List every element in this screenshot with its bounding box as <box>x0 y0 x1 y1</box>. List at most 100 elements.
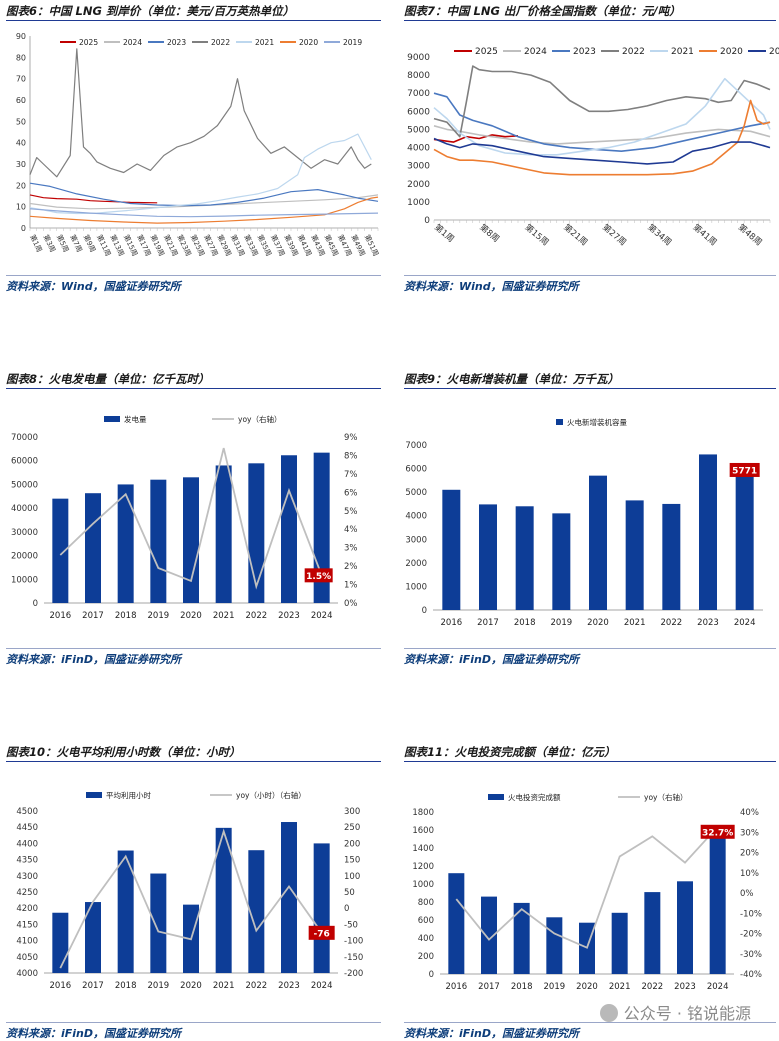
c10-bar <box>281 822 297 973</box>
c8-xtick-label: 2021 <box>213 611 235 621</box>
chart9-title-rule <box>404 388 776 389</box>
c7-series-2024 <box>433 125 771 145</box>
c9-xtick-label: 2020 <box>587 618 609 628</box>
c8-legend-bar-label: 发电量 <box>124 414 147 424</box>
c11-xtick-label: 2017 <box>478 982 500 992</box>
c10-bar <box>117 850 134 973</box>
c8-xtick-label: 2017 <box>82 611 104 621</box>
c6-series-2019 <box>29 208 379 218</box>
chart6-bottom-rule <box>6 275 381 276</box>
c8-y2tick: 0% <box>344 599 358 609</box>
c8-bar <box>215 465 232 603</box>
c9-ytick: 4000 <box>405 512 427 522</box>
c10-bar <box>85 902 101 973</box>
c8-ytick: 10000 <box>11 575 38 585</box>
chart10-title-rule <box>6 761 381 762</box>
c10-y2tick: 150 <box>344 856 360 866</box>
c9-bar <box>699 454 717 610</box>
c9-callout-box <box>729 462 760 477</box>
c9-legend-bar-swatch <box>556 419 563 425</box>
c11-y2tick: -40% <box>740 970 762 980</box>
c6-ytick: 40 <box>16 139 26 148</box>
c6-series-2025 <box>29 194 158 204</box>
chart6-lng-landed-price: 0102030405060708090第1周第3周第5周第7周第9周第11周第1… <box>16 32 381 258</box>
c11-ytick: 1800 <box>412 808 434 818</box>
c10-callout-label: -76 <box>314 929 330 939</box>
c8-y2tick: 3% <box>344 544 358 554</box>
c7-ytick: 8000 <box>407 71 430 81</box>
c8-y2tick: 8% <box>344 451 358 461</box>
c8-ytick: 0 <box>33 599 38 609</box>
chart11-title: 图表11：火电投资完成额（单位：亿元） <box>404 745 616 759</box>
chart7-title: 图表7：中国 LNG 出厂价格全国指数（单位：元/吨） <box>404 4 681 18</box>
c6-ytick: 20 <box>16 181 26 190</box>
c7-legend-label-2019: 2019 <box>769 47 779 57</box>
c11-xtick-label: 2016 <box>446 982 468 992</box>
c11-bar <box>546 917 563 974</box>
c7-series-2021 <box>433 77 771 156</box>
c11-yoy-line <box>455 826 719 949</box>
c8-xtick-label: 2022 <box>246 611 268 621</box>
c8-legend-line-label: yoy（右轴） <box>238 414 281 424</box>
c8-ytick: 40000 <box>11 504 38 514</box>
chart11-title-rule <box>404 761 776 762</box>
c10-y2tick: 200 <box>344 839 360 849</box>
c8-xtick-label: 2016 <box>50 611 72 621</box>
c6-ytick: 80 <box>16 53 26 62</box>
c6-legend-label-2021: 2021 <box>255 38 274 47</box>
c11-y2tick: 40% <box>740 808 759 818</box>
c10-legend-bar-label: 平均利用小时 <box>106 790 151 800</box>
c10-bar <box>150 873 167 973</box>
chart10-source: 资料来源：iFinD，国盛证券研究所 <box>6 1027 182 1040</box>
chart9-bottom-rule <box>404 648 776 649</box>
c11-bar <box>611 912 628 974</box>
c11-ytick: 200 <box>418 952 434 962</box>
c10-xtick-label: 2024 <box>311 981 333 991</box>
chart7-bottom-rule <box>404 275 776 276</box>
c6-series-2024 <box>29 194 379 210</box>
c7-xtick-label: 第1周 <box>432 222 456 245</box>
c7-series-2020 <box>433 99 771 176</box>
chart8-bottom-rule <box>6 648 381 649</box>
c6-legend-label-2024: 2024 <box>123 38 142 47</box>
c11-y2tick: 20% <box>740 849 759 859</box>
chart6-source: 资料来源：Wind，国盛证券研究所 <box>6 280 181 293</box>
c11-xtick-label: 2023 <box>674 982 696 992</box>
c8-callout-box <box>304 568 333 583</box>
c10-bar <box>313 843 330 973</box>
c11-y2tick: -10% <box>740 909 762 919</box>
c11-ytick: 1000 <box>412 880 434 890</box>
c6-ytick: 10 <box>16 203 26 212</box>
c9-xtick-label: 2016 <box>441 618 463 628</box>
chart8-title-rule <box>6 388 381 389</box>
c7-ytick: 6000 <box>407 107 430 117</box>
c10-y2tick: 0 <box>344 904 349 914</box>
c11-bar <box>513 902 530 974</box>
c9-bar <box>479 504 497 610</box>
wechat-icon <box>599 1004 618 1022</box>
c11-ytick: 400 <box>418 934 434 944</box>
chart7-lng-ex-factory-index: 0 1000 2000 3000 4000 5000 6000 7000 8000 9000 第1周… <box>407 47 779 248</box>
c7-xtick-label: 第27周 <box>600 222 628 248</box>
c10-y2tick: -50 <box>344 920 358 930</box>
c10-ytick: 4100 <box>16 937 38 947</box>
chart9-title: 图表9：火电新增装机量（单位：万千瓦） <box>404 372 619 386</box>
c11-xtick-label: 2020 <box>576 982 598 992</box>
c9-xtick-label: 2019 <box>551 618 573 628</box>
c9-ytick: 3000 <box>405 535 427 545</box>
c11-y2tick: -20% <box>740 930 762 940</box>
c6-legend-label-2019: 2019 <box>343 38 362 47</box>
c10-ytick: 4350 <box>16 856 38 866</box>
c8-xtick-label: 2018 <box>115 611 137 621</box>
c8-legend-bar-swatch <box>104 416 120 422</box>
c7-series-2025 <box>433 134 519 143</box>
c10-xtick-label: 2020 <box>180 981 202 991</box>
c11-xtick-label: 2019 <box>544 982 566 992</box>
c11-legend-bar-label: 火电投资完成额 <box>508 792 561 802</box>
chart8-thermal-generation: 0 10000 20000 30000 40000 50000 60000 70000 2016… <box>11 414 358 621</box>
c9-legend-bar-label: 火电新增装机容量 <box>567 417 627 427</box>
c6-ytick: 90 <box>16 32 26 41</box>
c8-bar <box>52 498 69 603</box>
c7-ytick: 4000 <box>407 144 430 154</box>
chart6-title: 图表6：中国 LNG 到岸价（单位：美元/百万英热单位） <box>6 4 295 18</box>
